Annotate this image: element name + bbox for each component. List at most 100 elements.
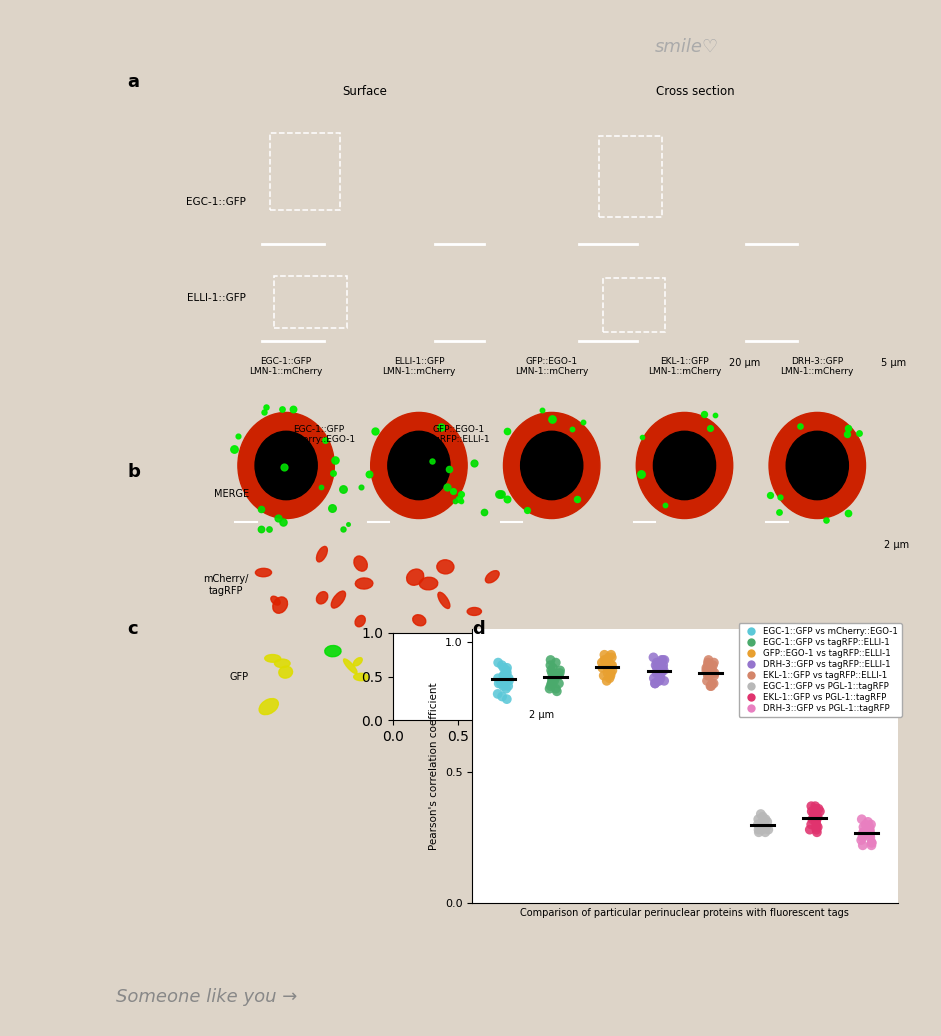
Bar bbox=[274, 277, 347, 328]
Ellipse shape bbox=[356, 578, 373, 589]
Ellipse shape bbox=[496, 672, 505, 683]
Point bbox=[707, 655, 722, 671]
Text: ELLI-1::GFP: ELLI-1::GFP bbox=[186, 293, 246, 303]
Point bbox=[547, 672, 562, 689]
Point bbox=[654, 662, 669, 679]
Point bbox=[494, 657, 509, 673]
Ellipse shape bbox=[316, 546, 327, 562]
Point bbox=[751, 811, 766, 828]
Point bbox=[699, 672, 714, 689]
Point bbox=[646, 650, 661, 666]
Point bbox=[651, 672, 666, 689]
Point bbox=[498, 665, 513, 682]
Ellipse shape bbox=[467, 607, 482, 615]
Point bbox=[496, 678, 511, 694]
Text: GFP::EGO-1
LMN-1::mCherry: GFP::EGO-1 LMN-1::mCherry bbox=[515, 357, 588, 376]
Point bbox=[545, 660, 560, 677]
Point bbox=[551, 667, 566, 684]
X-axis label: Comparison of particular perinuclear proteins with fluorescent tags: Comparison of particular perinuclear pro… bbox=[520, 909, 850, 918]
Point bbox=[490, 686, 505, 702]
Point bbox=[703, 678, 718, 694]
Ellipse shape bbox=[433, 703, 448, 714]
Point bbox=[853, 832, 869, 848]
Point bbox=[550, 683, 565, 699]
Text: ELLI-1::GFP
LMN-1::mCherry: ELLI-1::GFP LMN-1::mCherry bbox=[382, 357, 455, 376]
Ellipse shape bbox=[486, 571, 499, 583]
Point bbox=[706, 675, 721, 692]
Ellipse shape bbox=[255, 569, 272, 577]
Ellipse shape bbox=[474, 656, 483, 664]
Text: 2 μm: 2 μm bbox=[529, 710, 553, 720]
Point bbox=[700, 667, 715, 684]
Text: GFP::EGO-1
tagRFP::ELLI-1: GFP::EGO-1 tagRFP::ELLI-1 bbox=[426, 425, 490, 444]
Text: EGC-1::GFP: EGC-1::GFP bbox=[185, 197, 246, 207]
Point bbox=[804, 798, 819, 814]
Ellipse shape bbox=[454, 695, 468, 706]
Point bbox=[863, 829, 878, 845]
Point bbox=[545, 672, 560, 689]
Ellipse shape bbox=[438, 593, 450, 608]
Point bbox=[499, 681, 514, 697]
Point bbox=[858, 816, 873, 833]
Point bbox=[542, 681, 557, 697]
Point bbox=[699, 662, 714, 679]
Bar bbox=[270, 134, 341, 210]
Point bbox=[706, 657, 721, 673]
Point bbox=[543, 678, 558, 694]
Ellipse shape bbox=[769, 412, 866, 519]
Point bbox=[755, 822, 770, 838]
Point bbox=[501, 678, 516, 694]
Point bbox=[603, 657, 618, 673]
Ellipse shape bbox=[343, 659, 357, 673]
Text: EGC-1::GFP
LMN-1::mCherry: EGC-1::GFP LMN-1::mCherry bbox=[249, 357, 323, 376]
Point bbox=[705, 662, 720, 679]
Point bbox=[601, 650, 616, 666]
Ellipse shape bbox=[354, 673, 369, 681]
Point bbox=[757, 818, 772, 835]
Point bbox=[864, 834, 879, 851]
Text: MERGE: MERGE bbox=[214, 489, 248, 498]
Point bbox=[707, 667, 722, 684]
Point bbox=[502, 670, 517, 687]
Point bbox=[646, 670, 662, 687]
Point bbox=[811, 801, 826, 817]
Point bbox=[605, 662, 620, 679]
Ellipse shape bbox=[355, 615, 365, 627]
Ellipse shape bbox=[636, 412, 733, 519]
Point bbox=[809, 811, 824, 828]
Point bbox=[597, 652, 612, 668]
Point bbox=[855, 827, 870, 843]
Point bbox=[755, 816, 770, 833]
Point bbox=[595, 660, 610, 677]
Point bbox=[855, 837, 870, 854]
Text: GFP: GFP bbox=[230, 671, 248, 682]
Point bbox=[545, 665, 560, 682]
Ellipse shape bbox=[437, 559, 454, 574]
Point bbox=[655, 652, 670, 668]
Point bbox=[753, 806, 768, 823]
Point bbox=[603, 667, 618, 684]
Point bbox=[700, 660, 715, 677]
Text: Cross section: Cross section bbox=[656, 85, 734, 97]
Point bbox=[701, 652, 716, 668]
Point bbox=[544, 662, 559, 679]
Point bbox=[602, 670, 617, 687]
Point bbox=[751, 824, 766, 840]
Point bbox=[652, 665, 667, 682]
Point bbox=[656, 662, 671, 679]
Point bbox=[600, 665, 615, 682]
Point bbox=[597, 646, 612, 663]
Point bbox=[549, 681, 564, 697]
Ellipse shape bbox=[275, 659, 290, 667]
Point bbox=[654, 660, 669, 677]
Ellipse shape bbox=[408, 695, 417, 702]
Point bbox=[497, 667, 512, 684]
Point bbox=[809, 824, 824, 840]
Ellipse shape bbox=[503, 412, 600, 519]
Point bbox=[604, 657, 619, 673]
Point bbox=[805, 811, 820, 828]
Point bbox=[862, 818, 877, 835]
Point bbox=[493, 675, 508, 692]
Ellipse shape bbox=[325, 645, 341, 657]
Point bbox=[548, 667, 563, 684]
